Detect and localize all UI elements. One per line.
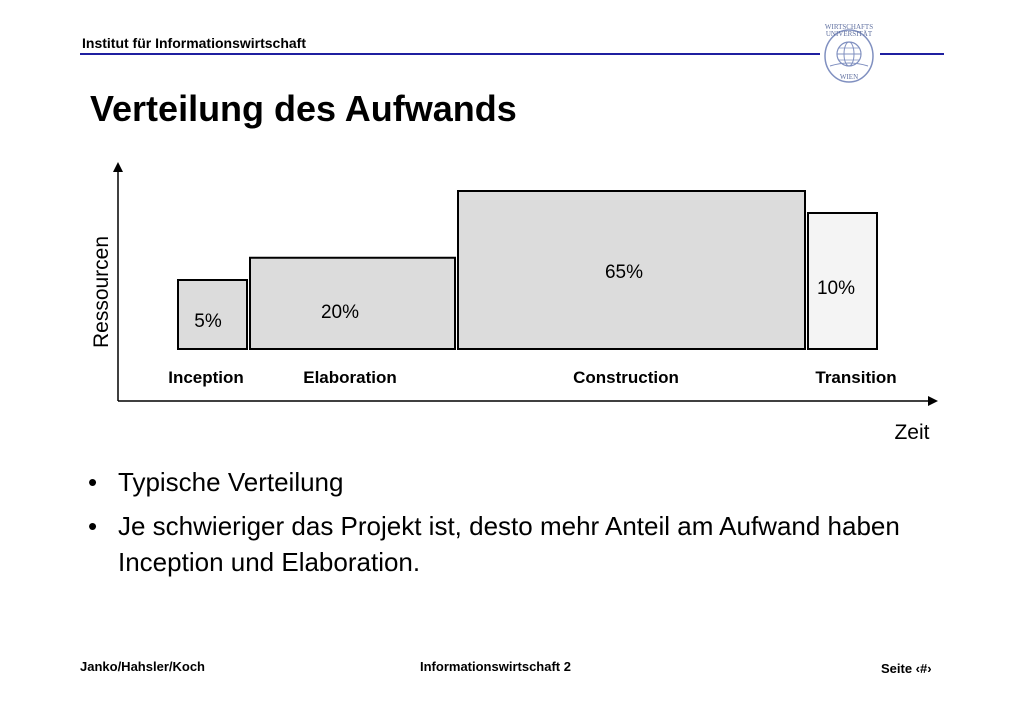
footer-authors: Janko/Hahsler/Koch bbox=[80, 659, 205, 674]
bullet-text: Typische Verteilung bbox=[118, 467, 344, 497]
category-label-construction: Construction bbox=[573, 368, 679, 387]
bar-elaboration bbox=[249, 256, 456, 350]
category-label-transition: Transition bbox=[815, 368, 896, 387]
data-label-construction: 65% bbox=[605, 262, 643, 283]
effort-distribution-chart: Ressourcen Zeit 5% Inception 20% Elaboratio… bbox=[90, 162, 938, 444]
footer-course: Informationswirtschaft 2 bbox=[420, 659, 571, 674]
y-axis-arrow bbox=[113, 162, 123, 172]
footer-page: Seite ‹#› bbox=[881, 661, 932, 676]
x-axis-arrow bbox=[928, 396, 938, 406]
bullet-list: • Typische Verteilung • Je schwieriger d… bbox=[88, 464, 908, 588]
data-label-elaboration: 20% bbox=[321, 302, 359, 323]
bar-transition bbox=[807, 212, 878, 350]
bullet-marker: • bbox=[88, 511, 98, 541]
header-divider-right bbox=[880, 53, 944, 55]
bullet-text: Je schwieriger das Projekt ist, desto me… bbox=[118, 511, 900, 577]
logo-text-wien: WIEN bbox=[839, 73, 859, 81]
bullet-marker: • bbox=[88, 467, 98, 497]
data-label-transition: 10% bbox=[817, 278, 855, 299]
data-label-inception: 5% bbox=[194, 311, 222, 332]
header-institute: Institut für Informationswirtschaft bbox=[82, 35, 306, 51]
x-axis-label: Zeit bbox=[894, 421, 929, 444]
bullet-item: • Je schwieriger das Projekt ist, desto … bbox=[88, 508, 908, 580]
bar-construction bbox=[457, 190, 806, 350]
y-axis-label: Ressourcen bbox=[90, 236, 113, 348]
logo-text: WIRTSCHAFTS UNIVERSITÄT bbox=[824, 23, 874, 38]
university-logo bbox=[824, 29, 874, 83]
page-title: Verteilung des Aufwands bbox=[90, 88, 517, 129]
header-divider bbox=[80, 53, 820, 55]
category-label-inception: Inception bbox=[168, 368, 244, 387]
bullet-item: • Typische Verteilung bbox=[88, 464, 908, 500]
bar-inception bbox=[177, 279, 248, 350]
category-label-elaboration: Elaboration bbox=[303, 368, 397, 387]
